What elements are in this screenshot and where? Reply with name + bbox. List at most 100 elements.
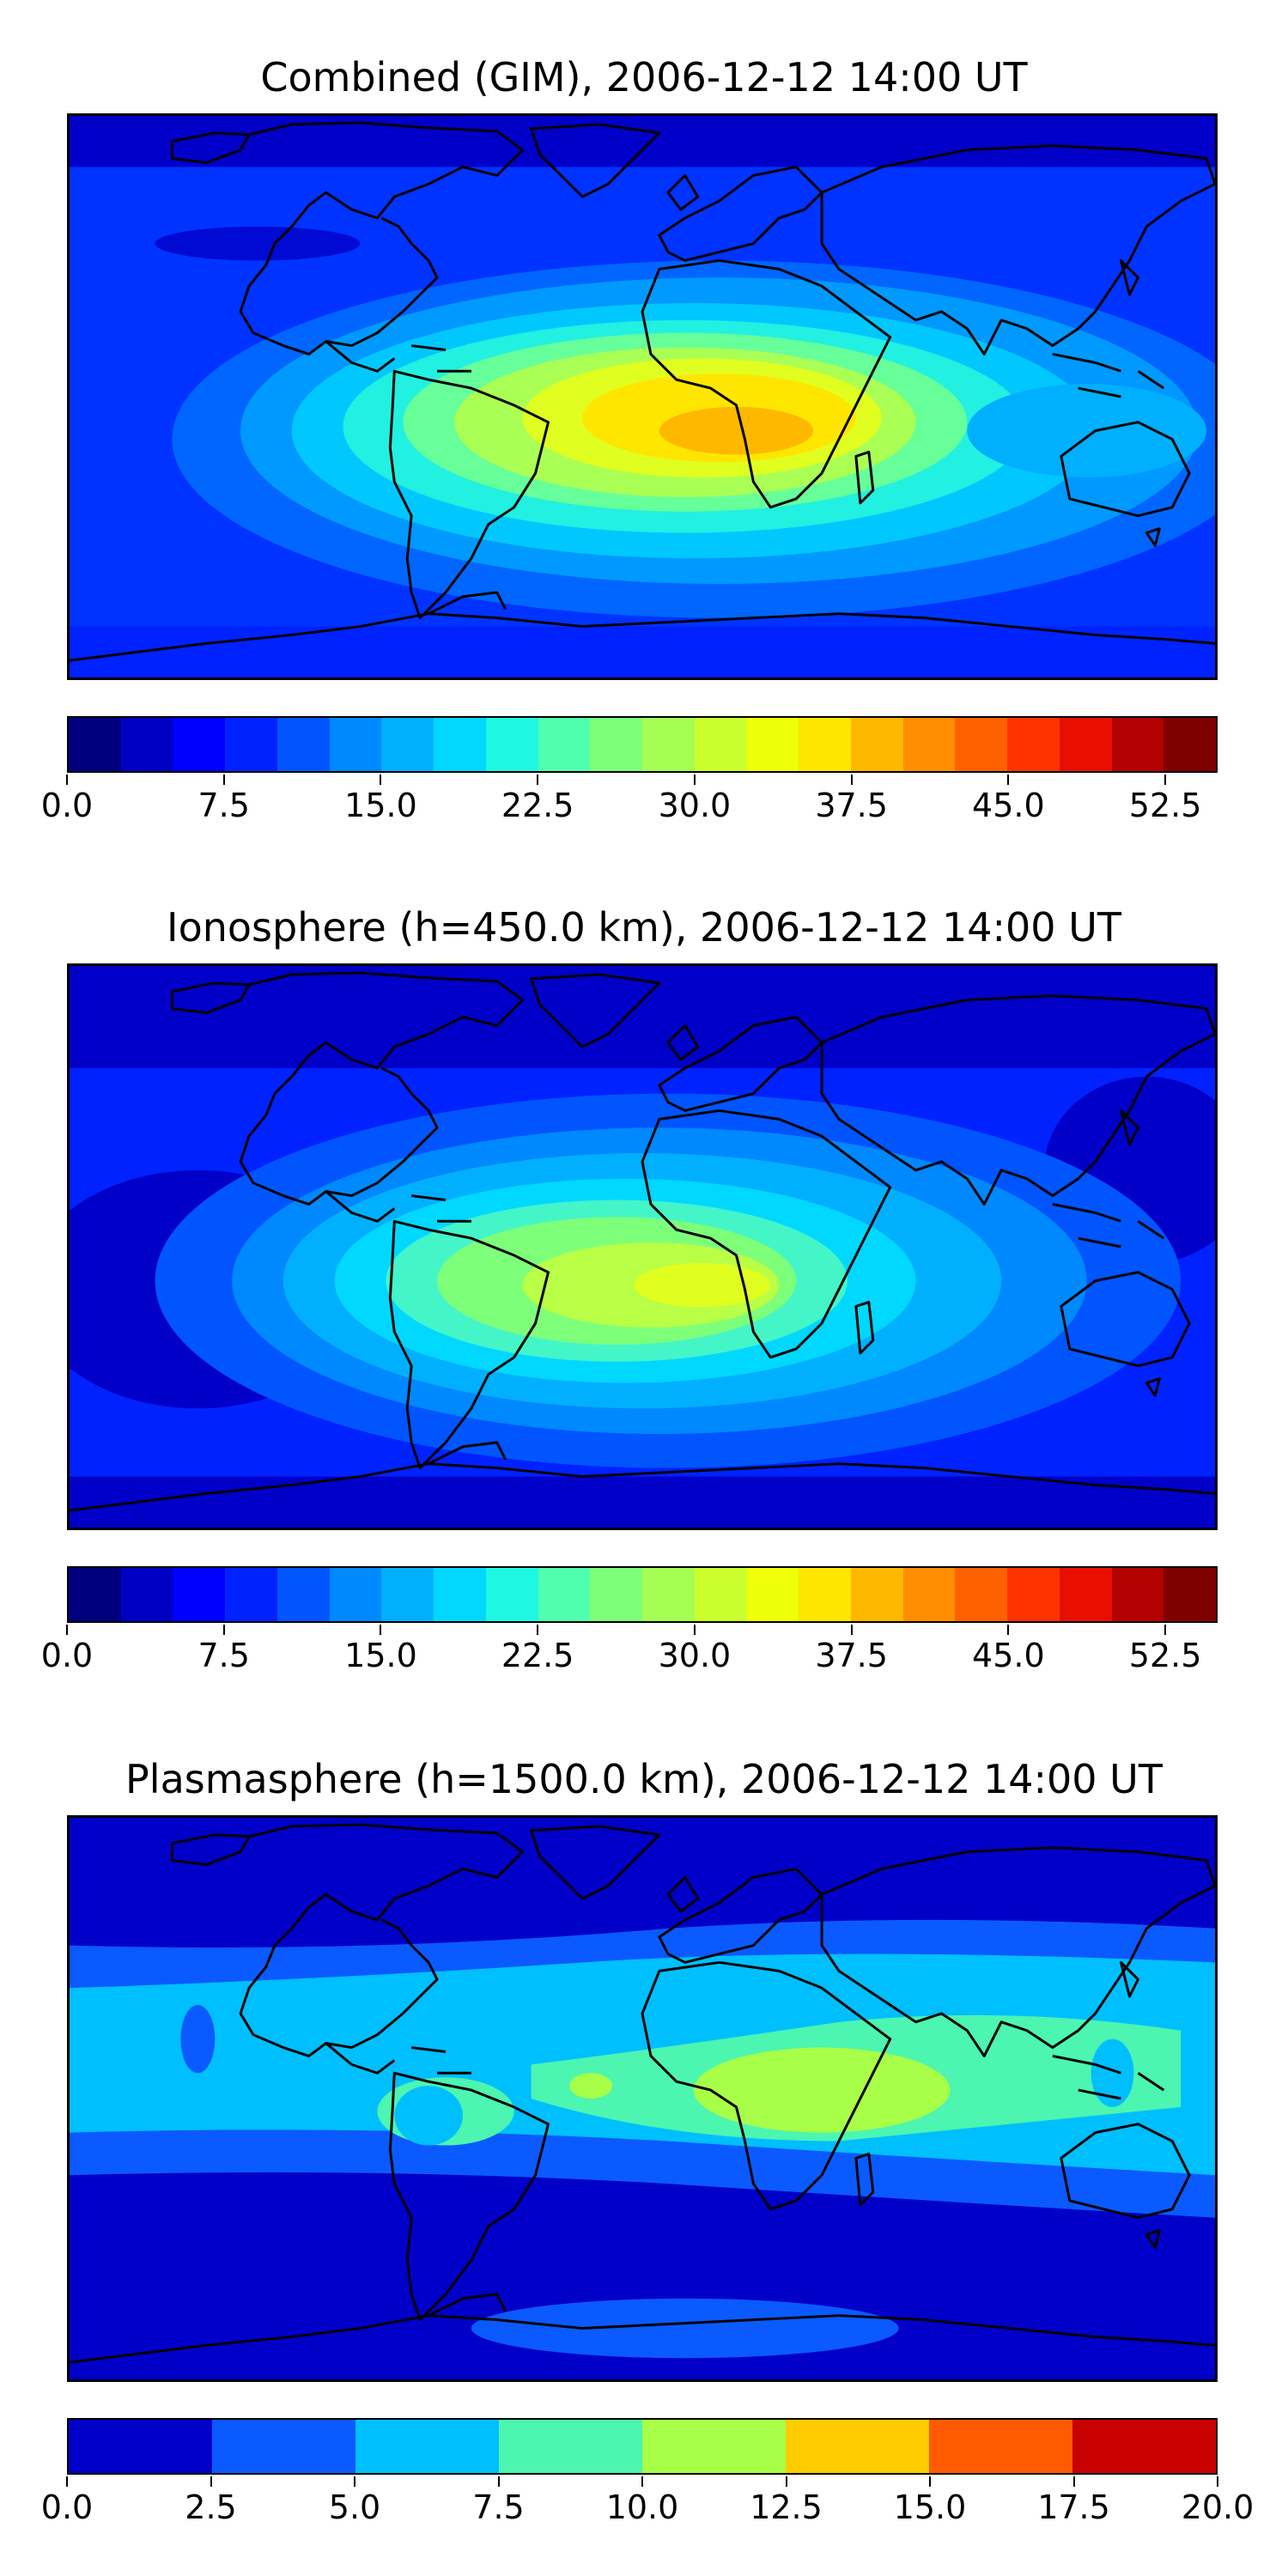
colorbar-tick xyxy=(785,2476,787,2487)
colorbar-segment xyxy=(799,718,852,771)
colorbar-tick-label: 7.5 xyxy=(197,1637,250,1674)
colorbar-segment xyxy=(694,718,747,771)
colorbar-segment xyxy=(1163,718,1217,771)
colorbar-tick xyxy=(354,2476,355,2487)
colorbar-tick xyxy=(66,1625,68,1635)
colorbar-segment xyxy=(69,718,121,771)
colorbar-segment xyxy=(225,1568,277,1621)
colorbar-segment xyxy=(590,718,643,771)
colorbar-tick xyxy=(1164,1625,1167,1635)
colorbar-tick-label: 15.0 xyxy=(893,2488,967,2526)
panel-2-title: Ionosphere (h=450.0 km), 2006-12-12 14:0… xyxy=(167,904,1121,951)
colorbar-segment xyxy=(1111,1568,1164,1621)
colorbar-tick xyxy=(929,2476,931,2487)
colorbar-tick xyxy=(537,775,539,785)
panel-1-colorbar xyxy=(67,716,1218,773)
colorbar-tick-label: 12.5 xyxy=(750,2488,823,2526)
panel-3-title: Plasmasphere (h=1500.0 km), 2006-12-12 1… xyxy=(125,1756,1163,1802)
colorbar-segment xyxy=(538,718,591,771)
colorbar-segment xyxy=(120,1568,173,1621)
colorbar-segment xyxy=(538,1568,591,1621)
colorbar-segment xyxy=(590,1568,643,1621)
colorbar-tick-label: 0.0 xyxy=(40,2488,94,2526)
panel-1-map xyxy=(67,113,1218,680)
colorbar-tick xyxy=(641,2476,643,2487)
colorbar-segment xyxy=(173,1568,226,1621)
panel-2-colorbar-ticks: 0.0 7.5 15.0 22.5 30.0 37.5 45.0 52.5 xyxy=(41,1625,1218,1676)
colorbar-segment xyxy=(929,2420,1072,2473)
colorbar-segment xyxy=(276,718,330,771)
colorbar-segment xyxy=(329,1568,382,1621)
panel-3-colorbar-ticks: 0.0 2.5 5.0 7.5 10.0 12.5 15.0 17.5 20.0 xyxy=(41,2476,1254,2528)
colorbar-tick-label: 10.0 xyxy=(605,2488,679,2526)
colorbar-tick-label: 7.5 xyxy=(197,787,250,824)
colorbar-tick xyxy=(693,775,696,785)
colorbar-segment xyxy=(642,2420,786,2473)
colorbar-tick-label: 2.5 xyxy=(185,2488,237,2526)
colorbar-tick-label: 45.0 xyxy=(972,1637,1045,1674)
colorbar-segment xyxy=(1059,718,1112,771)
panel-1-colorbar-ticks: 0.0 7.5 15.0 22.5 30.0 37.5 45.0 52.5 xyxy=(41,775,1218,826)
colorbar-tick-label: 15.0 xyxy=(344,1637,417,1674)
colorbar-segment xyxy=(1111,718,1164,771)
colorbar-segment xyxy=(212,2420,355,2473)
panel-2-contour-map xyxy=(70,966,1215,1528)
colorbar-segment xyxy=(955,1568,1008,1621)
colorbar-tick-label: 20.0 xyxy=(1181,2488,1255,2526)
colorbar-tick-label: 17.5 xyxy=(1037,2488,1110,2526)
colorbar-tick-label: 5.0 xyxy=(328,2488,381,2526)
colorbar-segment xyxy=(902,718,956,771)
colorbar-segment xyxy=(1163,1568,1217,1621)
colorbar-segment xyxy=(955,718,1008,771)
colorbar-segment xyxy=(1072,2420,1216,2473)
panel-1-title: Combined (GIM), 2006-12-12 14:00 UT xyxy=(260,54,1028,100)
colorbar-tick xyxy=(66,2476,68,2487)
colorbar-segment xyxy=(120,718,173,771)
colorbar-segment xyxy=(746,718,799,771)
colorbar-tick xyxy=(210,2476,212,2487)
colorbar-tick-label: 15.0 xyxy=(344,787,417,824)
panel-1-contour-map xyxy=(70,116,1215,677)
colorbar-segment xyxy=(485,718,538,771)
colorbar-segment xyxy=(276,1568,330,1621)
colorbar-tick xyxy=(1217,2476,1218,2487)
colorbar-tick-label: 37.5 xyxy=(815,1637,888,1674)
colorbar-segment xyxy=(1007,1568,1060,1621)
colorbar-tick-label: 30.0 xyxy=(658,1637,732,1674)
colorbar-tick xyxy=(497,2476,500,2487)
colorbar-tick-label: 22.5 xyxy=(501,1637,574,1674)
colorbar-segment xyxy=(851,1568,903,1621)
colorbar-tick xyxy=(850,775,853,785)
colorbar-segment xyxy=(381,1568,434,1621)
colorbar-segment xyxy=(225,718,277,771)
colorbar-tick-label: 0.0 xyxy=(40,787,94,824)
colorbar-tick xyxy=(222,775,225,785)
panel-2-colorbar xyxy=(67,1566,1218,1623)
colorbar-tick-label: 37.5 xyxy=(815,787,888,824)
colorbar-segment xyxy=(902,1568,956,1621)
colorbar-segment xyxy=(642,1568,695,1621)
colorbar-tick xyxy=(693,1625,696,1635)
colorbar-tick-label: 0.0 xyxy=(40,1637,94,1674)
colorbar-tick xyxy=(1072,2476,1075,2487)
colorbar-tick xyxy=(380,775,382,785)
colorbar-tick-label: 52.5 xyxy=(1128,1637,1202,1674)
colorbar-segment xyxy=(642,718,695,771)
colorbar-segment xyxy=(69,2420,212,2473)
colorbar-tick xyxy=(222,1625,225,1635)
colorbar-segment xyxy=(329,718,382,771)
colorbar-tick-label: 45.0 xyxy=(972,787,1045,824)
colorbar-tick xyxy=(66,775,68,785)
colorbar-segment xyxy=(434,718,486,771)
colorbar-tick xyxy=(1007,775,1010,785)
panel-3-map xyxy=(67,1815,1218,2382)
colorbar-tick-label: 52.5 xyxy=(1128,787,1202,824)
colorbar-segment xyxy=(694,1568,747,1621)
panel-3-colorbar xyxy=(67,2418,1218,2475)
colorbar-segment xyxy=(799,1568,852,1621)
colorbar-tick-label: 7.5 xyxy=(472,2488,525,2526)
colorbar-segment xyxy=(355,2420,499,2473)
colorbar-tick xyxy=(537,1625,539,1635)
colorbar-tick-label: 30.0 xyxy=(658,787,732,824)
colorbar-segment xyxy=(173,718,226,771)
